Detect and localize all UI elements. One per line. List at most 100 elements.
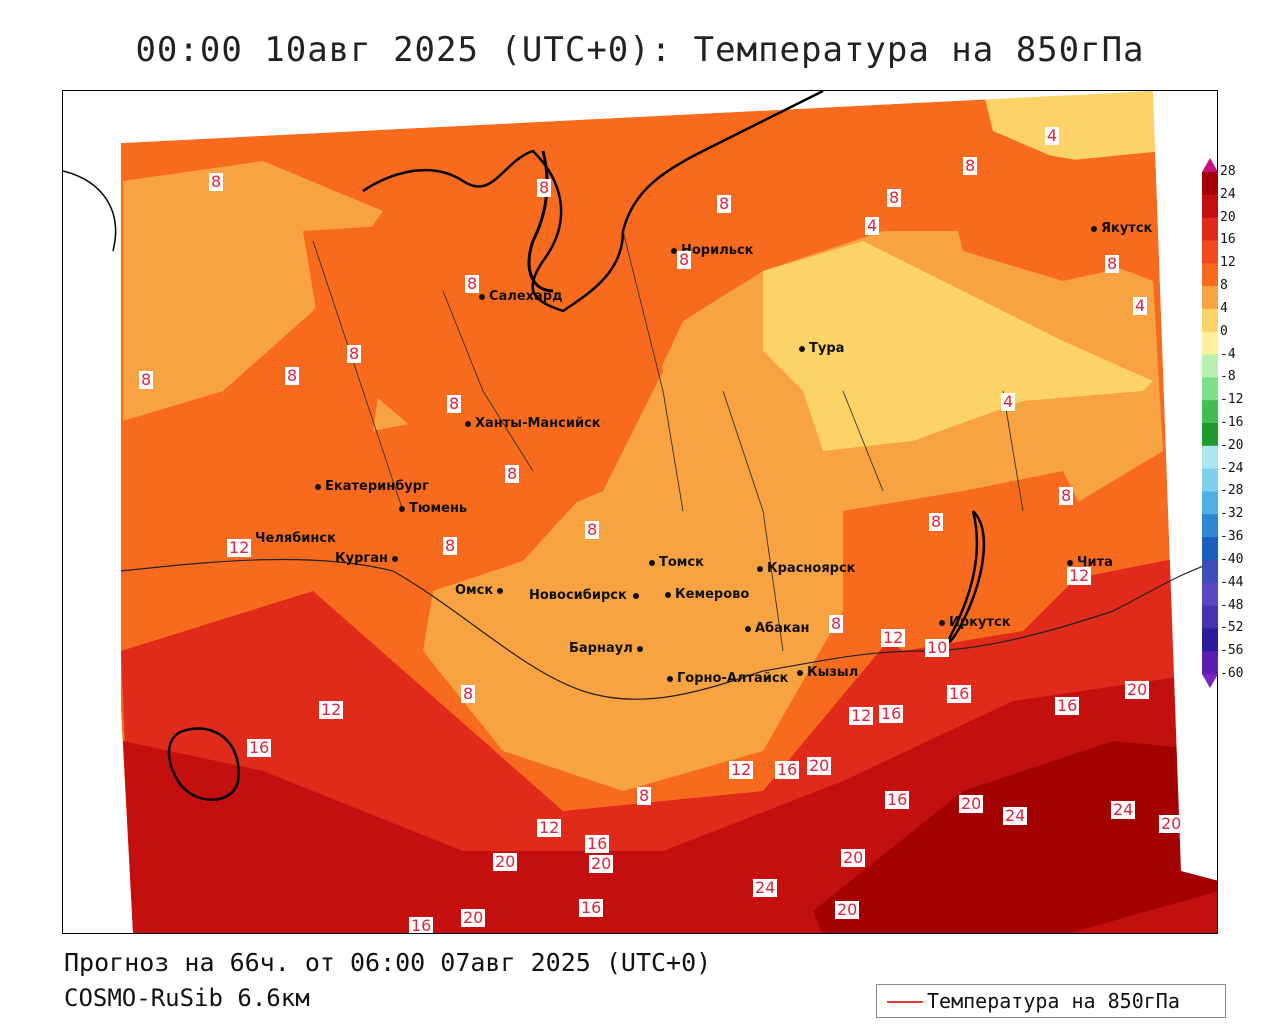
city-irkutsk: Иркутск — [939, 615, 1011, 630]
colorbar-tick-label: -4 — [1220, 346, 1236, 362]
legend-label: Температура на 850гПа — [927, 989, 1180, 1013]
zone-12-yakutsk — [943, 151, 1153, 281]
map-legend: Температура на 850гПа — [876, 984, 1226, 1018]
map-canvas — [63, 91, 1217, 933]
forecast-info: Прогноз на 66ч. от 06:00 07авг 2025 (UTC… — [64, 948, 712, 977]
arctic-coastline — [362, 91, 824, 313]
contour-label: 8 — [139, 370, 154, 389]
map-title: 00:00 10авг 2025 (UTC+0): Температура на… — [135, 30, 1145, 70]
colorbar-segment — [1202, 172, 1218, 196]
colorbar-segment — [1202, 628, 1218, 652]
colorbar-segment — [1202, 400, 1218, 424]
colorbar-tick-label: 24 — [1220, 186, 1236, 202]
contour-label: 8 — [829, 614, 844, 633]
colorbar-bottom-arrow — [1202, 674, 1218, 688]
city-norilsk: Норильск — [671, 243, 754, 258]
contour-label: 16 — [579, 898, 604, 917]
colorbar-segment — [1202, 354, 1218, 378]
contour-label: 8 — [585, 520, 600, 539]
contour-label: 24 — [1111, 800, 1136, 819]
contour-label: 12 — [227, 538, 252, 557]
contour-label: 8 — [347, 344, 362, 363]
contour-label: 12 — [537, 818, 562, 837]
colorbar-tick-label: -24 — [1220, 460, 1244, 476]
colorbar-tick-label: -44 — [1220, 574, 1244, 590]
colorbar-segment — [1202, 651, 1218, 675]
model-name: COSMO-RuSib 6.6км — [64, 984, 310, 1012]
city-yekaterinburg: Екатеринбург — [315, 479, 429, 494]
contour-label: 16 — [247, 738, 272, 757]
colorbar — [1202, 158, 1218, 688]
colorbar-segment — [1202, 559, 1218, 584]
colorbar-tick-label: 0 — [1220, 323, 1228, 339]
contour-label: 12 — [1067, 566, 1092, 585]
zone-12-baikal — [843, 471, 1103, 651]
city-novosibirsk: Новосибирск — [529, 588, 643, 603]
city-khanty-mansiysk: Ханты-Мансийск — [465, 416, 601, 431]
colorbar-segment — [1202, 308, 1218, 333]
contour-label: 16 — [947, 684, 972, 703]
contour-label: 8 — [461, 684, 476, 703]
contour-label: 4 — [1133, 296, 1148, 315]
colorbar-segment — [1202, 491, 1218, 515]
colorbar-segment — [1202, 468, 1218, 492]
colorbar-tick-label: -48 — [1220, 597, 1244, 613]
west-coastline — [63, 170, 117, 252]
colorbar-tick-label: 12 — [1220, 255, 1236, 271]
city-yakutsk: Якутск — [1091, 221, 1152, 236]
colorbar-segment — [1202, 331, 1218, 356]
colorbar-tick-label: -28 — [1220, 483, 1244, 499]
contour-label: 20 — [835, 900, 860, 919]
contour-label: 8 — [1105, 254, 1120, 273]
contour-label: 16 — [885, 790, 910, 809]
contour-label: 24 — [1003, 806, 1028, 825]
contour-label: 8 — [1059, 486, 1074, 505]
contour-label: 12 — [729, 760, 754, 779]
city-krasnoyarsk: Красноярск — [757, 561, 856, 576]
colorbar-tick-label: -40 — [1220, 551, 1244, 567]
city-tomsk: Томск — [649, 555, 704, 570]
contour-label: 8 — [887, 188, 902, 207]
city-kurgan: Курган — [335, 551, 402, 566]
contour-label: 4 — [1045, 126, 1060, 145]
city-barnaul: Барнаул — [569, 641, 647, 656]
colorbar-segment — [1202, 537, 1218, 561]
colorbar-tick-label: -56 — [1220, 643, 1244, 659]
contour-label: 20 — [1159, 814, 1184, 833]
contour-label: 8 — [465, 274, 480, 293]
colorbar-tick-label: -32 — [1220, 506, 1244, 522]
contour-label: 20 — [807, 756, 832, 775]
city-tyumen: Тюмень — [399, 501, 467, 516]
zone-12-west-siberia — [303, 211, 663, 521]
contour-label: 24 — [753, 878, 778, 897]
colorbar-segment — [1202, 286, 1218, 310]
colorbar-tick-label: -20 — [1220, 437, 1244, 453]
contour-label: 12 — [849, 706, 874, 725]
colorbar-segment — [1202, 605, 1218, 629]
colorbar-tick-label: 4 — [1220, 300, 1228, 316]
city-omsk: Омск — [455, 583, 507, 598]
city-chelyabinsk: Челябинск — [255, 531, 336, 546]
legend-line-swatch — [887, 1001, 923, 1003]
colorbar-segment — [1202, 514, 1218, 538]
contour-label: 16 — [585, 834, 610, 853]
zone-4-north — [983, 91, 1163, 161]
temperature-map[interactable]: Салехард Норильск Тура Якутск Ханты-Манс… — [62, 90, 1218, 934]
contour-label: 12 — [881, 628, 906, 647]
zone-24 — [813, 741, 1217, 933]
contour-label: 8 — [929, 512, 944, 531]
contour-label: 4 — [865, 216, 880, 235]
colorbar-top-arrow — [1202, 158, 1218, 172]
contour-label: 16 — [775, 760, 800, 779]
colorbar-tick-label: -16 — [1220, 415, 1244, 430]
contour-label: 8 — [637, 786, 652, 805]
colorbar-tick-label: -36 — [1220, 529, 1244, 545]
baikal-lake — [947, 510, 986, 644]
contour-label: 8 — [963, 156, 978, 175]
contour-label: 8 — [537, 178, 552, 197]
contour-label: 20 — [959, 794, 984, 813]
colorbar-tick-label: 8 — [1220, 278, 1228, 294]
colorbar-tick-label: -8 — [1220, 369, 1236, 385]
colorbar-segment — [1202, 194, 1218, 219]
outside-west — [63, 91, 133, 933]
